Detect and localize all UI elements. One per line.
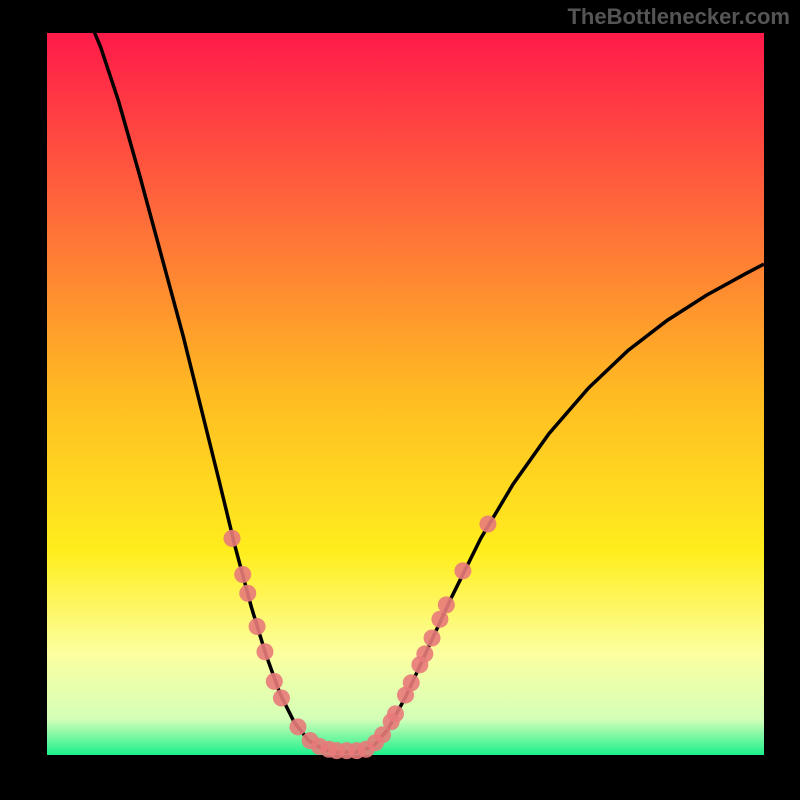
chart-svg-layer xyxy=(0,0,800,800)
chart-container: TheBottlenecker.com xyxy=(0,0,800,800)
scatter-point xyxy=(273,689,290,706)
scatter-point xyxy=(387,705,404,722)
watermark-text: TheBottlenecker.com xyxy=(567,4,790,30)
scatter-point xyxy=(256,643,273,660)
scatter-point xyxy=(239,585,256,602)
scatter-point xyxy=(266,673,283,690)
scatter-point xyxy=(438,596,455,613)
bottleneck-curve-right xyxy=(337,264,764,752)
scatter-point xyxy=(234,566,251,583)
scatter-point xyxy=(424,630,441,647)
scatter-point xyxy=(431,611,448,628)
scatter-point xyxy=(454,562,471,579)
bottleneck-curve-left xyxy=(86,11,338,752)
scatter-point xyxy=(249,618,266,635)
scatter-point xyxy=(479,515,496,532)
scatter-point xyxy=(416,645,433,662)
scatter-point xyxy=(403,674,420,691)
scatter-point xyxy=(289,718,306,735)
scatter-point xyxy=(223,530,240,547)
scatter-points-group xyxy=(223,515,496,759)
